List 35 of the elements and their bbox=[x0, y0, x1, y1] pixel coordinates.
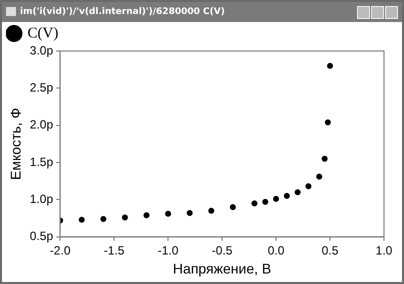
point bbox=[316, 174, 322, 180]
y-tick-label: 1.5p bbox=[30, 154, 54, 169]
y-tick-label: 3.0p bbox=[30, 43, 54, 58]
point bbox=[230, 204, 236, 210]
x-tick-label: -1.5 bbox=[104, 243, 125, 258]
x-axis-title: Напряжение, В bbox=[172, 260, 272, 276]
y-tick-label: 2.5p bbox=[30, 80, 54, 94]
point bbox=[324, 119, 331, 126]
point bbox=[100, 216, 106, 222]
point bbox=[186, 210, 193, 216]
chart-title: im('i(vid)')/'v(dl.internal)')/6280000 C(V) bbox=[20, 7, 225, 17]
point bbox=[165, 210, 172, 217]
point bbox=[251, 200, 258, 206]
y-tick-label: 1.0p bbox=[30, 192, 54, 206]
point bbox=[262, 198, 268, 205]
point bbox=[294, 189, 301, 196]
point bbox=[273, 196, 280, 202]
y-tick-label: 0.5p bbox=[30, 229, 54, 244]
point bbox=[305, 183, 312, 190]
point bbox=[208, 208, 214, 214]
x-tick-label: -1.0 bbox=[158, 243, 179, 258]
point bbox=[78, 216, 85, 223]
legend-label: C(V) bbox=[28, 25, 58, 42]
y-tick-label: 2.0p bbox=[30, 118, 54, 132]
x-tick-label: 1.0 bbox=[376, 243, 393, 258]
x-tick-label: 0.5 bbox=[322, 243, 339, 258]
y-axis-title: Емкость, Ф bbox=[7, 108, 24, 180]
point bbox=[322, 156, 328, 162]
x-tick-label: -2.0 bbox=[50, 243, 71, 258]
x-tick-label: 0.0 bbox=[268, 243, 285, 258]
x-tick-label: -0.5 bbox=[212, 243, 233, 258]
point bbox=[327, 62, 334, 69]
point bbox=[122, 214, 128, 220]
point bbox=[284, 192, 290, 199]
point bbox=[144, 212, 150, 218]
